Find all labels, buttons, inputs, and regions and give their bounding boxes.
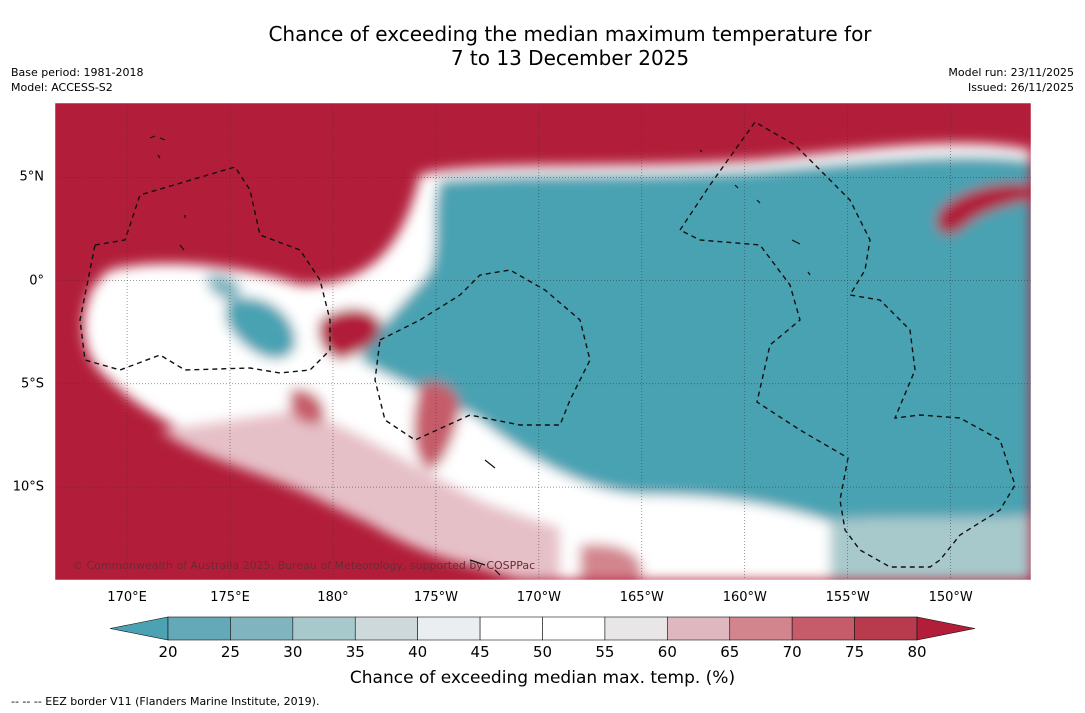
cool-patch-small — [205, 273, 241, 300]
x-tick-label: 175°W — [413, 590, 459, 605]
model-name: Model: ACCESS-S2 — [11, 81, 113, 94]
issued-date: Issued: 26/11/2025 — [967, 81, 1074, 94]
x-tick-label: 175°E — [210, 590, 250, 605]
colorbar-segment — [854, 616, 918, 641]
copyright-notice: © Commonwealth of Australia 2025, Bureau… — [72, 559, 536, 572]
model-run: Model run: 23/11/2025 — [948, 66, 1074, 79]
cool-patch-west — [225, 297, 296, 359]
cool-region — [360, 156, 1031, 533]
meta-right: Model run: 23/11/2025 Issued: 26/11/2025 — [948, 65, 1074, 95]
graticule — [55, 103, 1031, 580]
colorbar-tick-label: 45 — [470, 643, 490, 661]
colorbar-segment — [354, 616, 418, 641]
x-tick-label: 165°W — [619, 590, 664, 605]
colorbar-segment — [417, 616, 481, 641]
teal-patch-se — [830, 515, 1031, 580]
colorbar-extend-high — [916, 616, 976, 641]
pink-band-south — [160, 410, 680, 580]
y-tick-label: 5°S — [20, 376, 44, 392]
map-field — [55, 103, 1031, 580]
y-tick-label: 10°S — [12, 479, 44, 495]
colorbar-tick-label: 75 — [845, 643, 865, 661]
warm-patch-180 — [318, 308, 381, 360]
x-tick-label: 150°W — [928, 590, 973, 605]
colorbar-tick-label: 80 — [907, 643, 927, 661]
colorbar-segment — [479, 616, 543, 641]
colorbar-tick-label: 65 — [720, 643, 740, 661]
colorbar-tick-label: 30 — [283, 643, 303, 661]
y-tick-label: 0° — [29, 273, 44, 289]
title-line-2: 7 to 13 December 2025 — [450, 46, 690, 70]
eez-east — [679, 121, 1016, 568]
colorbar-tick-label: 50 — [532, 643, 553, 661]
x-tick-label: 155°W — [825, 590, 870, 605]
eez-legend-footer: -- -- -- EEZ border V11 (Flanders Marine… — [11, 695, 320, 708]
islands — [149, 135, 811, 576]
eez-central — [374, 269, 591, 441]
title-line-1: Chance of exceeding the median maximum t… — [268, 22, 872, 46]
colorbar-extend-low — [109, 616, 169, 641]
island-marks — [149, 135, 811, 576]
colorbar-segment — [729, 616, 793, 641]
colorbar-tick-label: 20 — [158, 643, 178, 661]
x-tick-label: 180° — [317, 590, 349, 605]
eez-borders — [79, 121, 1016, 568]
x-tick-label: 160°W — [722, 590, 767, 605]
y-tick-label: 5°N — [19, 169, 45, 185]
colorbar — [109, 616, 976, 641]
colorbar-tick-label: 70 — [782, 643, 802, 661]
warm-intrusion-ne — [936, 183, 1031, 234]
meta-left: Base period: 1981-2018 Model: ACCESS-S2 — [11, 65, 143, 95]
colorbar-segment — [604, 616, 668, 641]
x-tick-label: 170°W — [516, 590, 561, 605]
colorbar-label: Chance of exceeding median max. temp. (%… — [349, 668, 736, 688]
colorbar-tick-label: 25 — [220, 643, 240, 661]
colorbar-segment — [230, 616, 294, 641]
probability-field — [83, 143, 1031, 580]
colorbar-tick-label: 35 — [345, 643, 365, 661]
warm-patch-175w — [413, 381, 460, 470]
x-tick-label: 170°E — [107, 590, 147, 605]
colorbar-segment — [667, 616, 731, 641]
white-blob-west — [90, 284, 140, 316]
warm-patch-sw — [580, 544, 642, 580]
map-frame — [54, 102, 1032, 581]
colorbar-segment — [791, 616, 855, 641]
eez-west — [79, 166, 331, 374]
base-period: Base period: 1981-2018 — [11, 66, 144, 79]
colorbar-segment — [542, 616, 606, 641]
colorbar-segment — [292, 616, 356, 641]
colorbar-tick-label: 40 — [408, 643, 428, 661]
colorbar-tick-label: 60 — [657, 643, 677, 661]
colorbar-segment — [167, 616, 231, 641]
chart-title: Chance of exceeding the median maximum t… — [0, 22, 1085, 70]
warm-patch-near-180 — [290, 389, 325, 425]
colorbar-tick-label: 55 — [595, 643, 615, 661]
